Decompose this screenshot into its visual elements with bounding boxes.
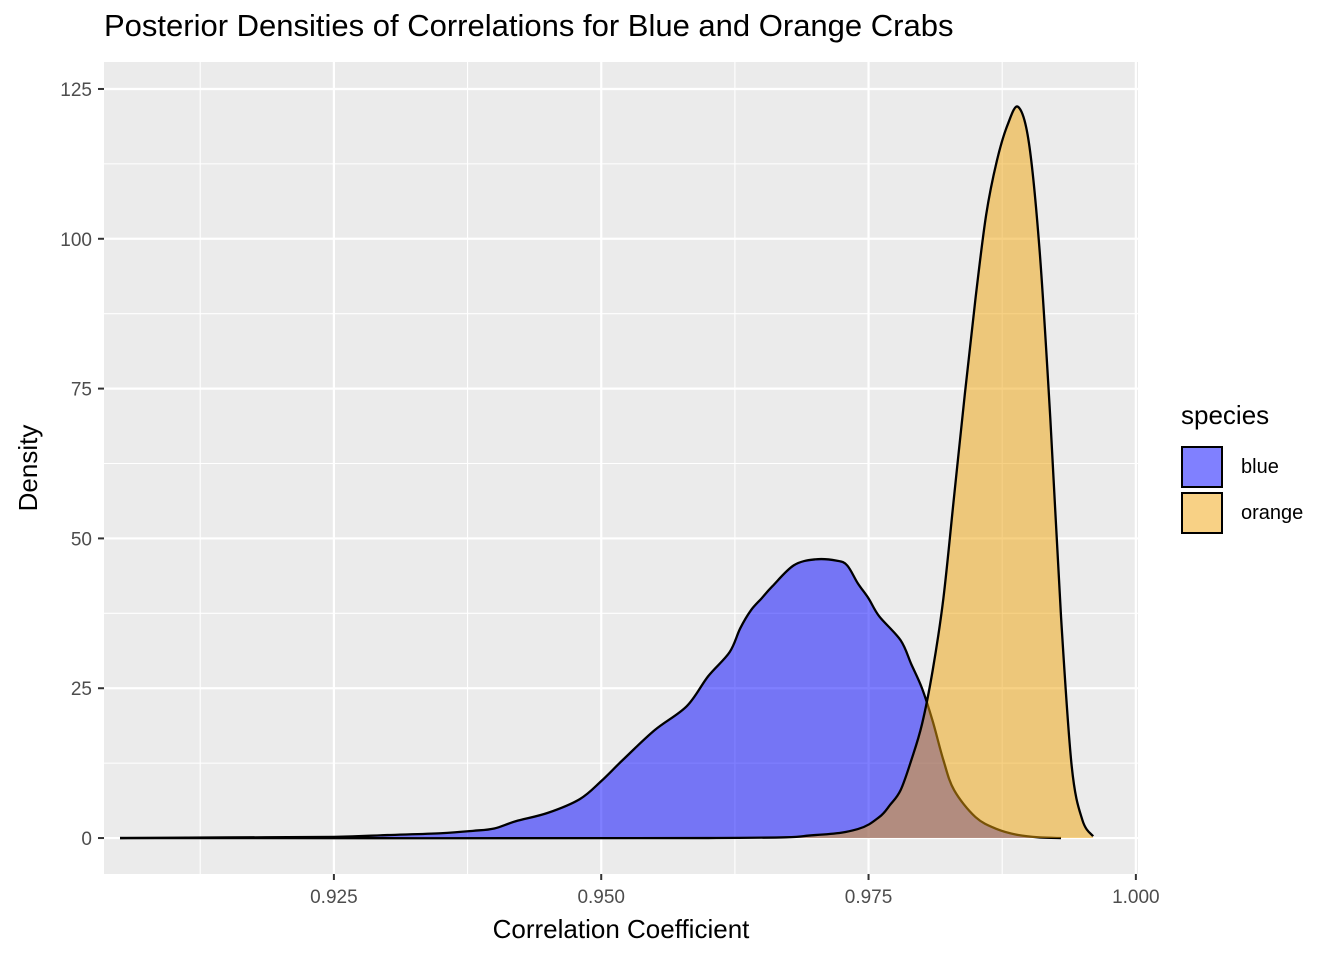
y-tick-label: 50 (71, 529, 92, 550)
y-tick-label: 100 (60, 230, 92, 251)
density-area-orange (120, 106, 1094, 839)
legend-label-blue: blue (1241, 455, 1279, 478)
x-tick-label: 1.000 (1112, 887, 1160, 908)
legend-key-orange (1181, 492, 1223, 534)
x-axis: 0.925 0.950 0.975 1.000 (310, 874, 1160, 908)
y-tick-label: 125 (60, 80, 92, 101)
legend-item-blue: blue (1181, 444, 1279, 490)
y-axis-title: Density (13, 425, 43, 512)
y-tick-label: 0 (81, 829, 92, 850)
legend-item-orange: orange (1181, 490, 1303, 536)
y-axis: 0 25 50 75 100 125 (60, 80, 104, 850)
x-tick-label: 0.925 (310, 887, 358, 908)
legend-key-blue (1181, 446, 1223, 488)
legend-title: species (1181, 400, 1270, 430)
x-tick-label: 0.975 (845, 887, 893, 908)
x-tick-label: 0.950 (577, 887, 625, 908)
density-area-blue (120, 559, 1062, 839)
legend-label-orange: orange (1241, 501, 1304, 524)
y-tick-label: 75 (71, 380, 92, 401)
chart-title: Posterior Densities of Correlations for … (104, 8, 954, 43)
y-tick-label: 25 (71, 679, 92, 700)
density-line-orange (120, 105, 1095, 840)
series-layer (120, 105, 1095, 840)
x-axis-title: Correlation Coefficient (493, 914, 751, 944)
